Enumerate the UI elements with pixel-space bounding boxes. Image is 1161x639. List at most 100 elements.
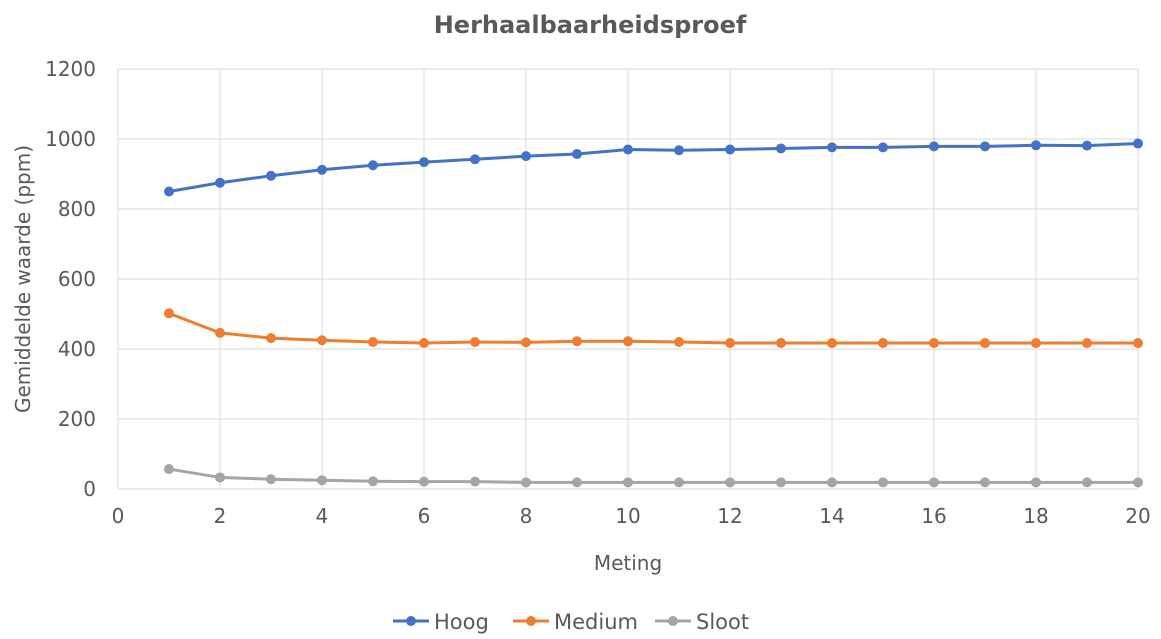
data-point bbox=[827, 477, 837, 488]
data-point bbox=[215, 472, 225, 483]
data-point bbox=[266, 474, 276, 485]
data-point bbox=[878, 142, 888, 153]
data-point bbox=[1031, 477, 1041, 488]
data-point bbox=[827, 142, 837, 153]
legend-item-sloot: Sloot bbox=[655, 610, 749, 634]
data-point bbox=[521, 337, 531, 348]
data-point bbox=[419, 476, 429, 487]
data-point bbox=[164, 464, 174, 475]
data-point bbox=[419, 338, 429, 349]
data-point bbox=[1082, 477, 1092, 488]
data-point bbox=[317, 335, 327, 346]
data-point bbox=[1082, 140, 1092, 151]
series bbox=[164, 138, 1143, 488]
data-point bbox=[419, 157, 429, 168]
legend-marker bbox=[526, 616, 536, 626]
x-tick-label: 4 bbox=[316, 504, 329, 528]
data-point bbox=[368, 476, 378, 487]
series-hoog bbox=[164, 138, 1143, 197]
legend-marker bbox=[668, 616, 678, 626]
data-point bbox=[776, 143, 786, 154]
data-point bbox=[878, 477, 888, 488]
data-point bbox=[929, 141, 939, 152]
x-tick-label: 14 bbox=[819, 504, 844, 528]
data-point bbox=[674, 477, 684, 488]
data-point bbox=[470, 154, 480, 165]
chart-title: Herhaalbaarheidsproef bbox=[434, 11, 747, 39]
data-point bbox=[623, 144, 633, 155]
y-tick-label: 1000 bbox=[45, 127, 96, 151]
data-point bbox=[725, 338, 735, 349]
data-point bbox=[623, 477, 633, 488]
x-tick-label: 10 bbox=[615, 504, 640, 528]
data-point bbox=[266, 170, 276, 181]
data-point bbox=[368, 337, 378, 347]
y-tick-label: 800 bbox=[58, 197, 96, 221]
data-point bbox=[215, 327, 225, 338]
legend-label: Sloot bbox=[696, 610, 749, 634]
data-point bbox=[164, 308, 174, 319]
data-point bbox=[980, 338, 990, 349]
data-point bbox=[572, 336, 582, 347]
series-line bbox=[167, 311, 1140, 345]
legend-item-medium: Medium bbox=[513, 610, 638, 634]
x-tick-label: 8 bbox=[520, 504, 533, 528]
x-tick-label: 0 bbox=[112, 504, 125, 528]
y-axis-ticks: 0 200 400 600 800 1000 1200 bbox=[45, 57, 96, 501]
data-point bbox=[674, 145, 684, 156]
data-point bbox=[827, 338, 837, 349]
y-axis-label: Gemiddelde waarde (ppm) bbox=[11, 145, 35, 413]
data-point bbox=[623, 336, 633, 347]
y-tick-label: 0 bbox=[83, 477, 96, 501]
data-point bbox=[674, 337, 684, 347]
x-tick-label: 16 bbox=[921, 504, 946, 528]
data-point bbox=[980, 477, 990, 488]
data-point bbox=[1031, 338, 1041, 349]
y-tick-label: 400 bbox=[58, 337, 96, 361]
data-point bbox=[317, 164, 327, 175]
data-point bbox=[980, 141, 990, 152]
legend-marker bbox=[406, 616, 416, 626]
data-point bbox=[1082, 338, 1092, 349]
data-point bbox=[266, 333, 276, 344]
data-point bbox=[929, 338, 939, 349]
series-medium bbox=[164, 308, 1143, 349]
x-axis-label: Meting bbox=[594, 551, 662, 575]
legend-label: Medium bbox=[554, 610, 638, 634]
y-tick-label: 200 bbox=[58, 407, 96, 431]
data-point bbox=[521, 151, 531, 162]
data-point bbox=[572, 477, 582, 488]
x-tick-label: 2 bbox=[214, 504, 227, 528]
data-point bbox=[776, 338, 786, 349]
data-point bbox=[368, 160, 378, 171]
grid bbox=[117, 68, 1139, 490]
legend: Hoog Medium Sloot bbox=[393, 610, 749, 634]
data-point bbox=[470, 337, 480, 347]
y-tick-label: 1200 bbox=[45, 57, 96, 81]
y-tick-label: 600 bbox=[58, 267, 96, 291]
data-point bbox=[317, 475, 327, 486]
data-point bbox=[572, 149, 582, 160]
legend-item-hoog: Hoog bbox=[393, 610, 489, 634]
series-line bbox=[167, 467, 1140, 484]
data-point bbox=[776, 477, 786, 488]
data-point bbox=[1133, 338, 1143, 349]
x-tick-label: 18 bbox=[1023, 504, 1048, 528]
data-point bbox=[725, 477, 735, 488]
series-sloot bbox=[164, 464, 1143, 488]
data-point bbox=[164, 186, 174, 197]
data-point bbox=[1031, 140, 1041, 151]
series-line bbox=[167, 142, 1140, 193]
data-point bbox=[1133, 477, 1143, 488]
data-point bbox=[878, 338, 888, 349]
data-point bbox=[929, 477, 939, 488]
data-point bbox=[1133, 138, 1143, 149]
x-tick-label: 6 bbox=[418, 504, 431, 528]
data-point bbox=[470, 476, 480, 487]
data-point bbox=[725, 144, 735, 155]
data-point bbox=[521, 477, 531, 488]
x-tick-label: 12 bbox=[717, 504, 742, 528]
x-axis-ticks: 0 2 4 6 8 10 12 14 16 18 20 bbox=[112, 504, 1151, 528]
